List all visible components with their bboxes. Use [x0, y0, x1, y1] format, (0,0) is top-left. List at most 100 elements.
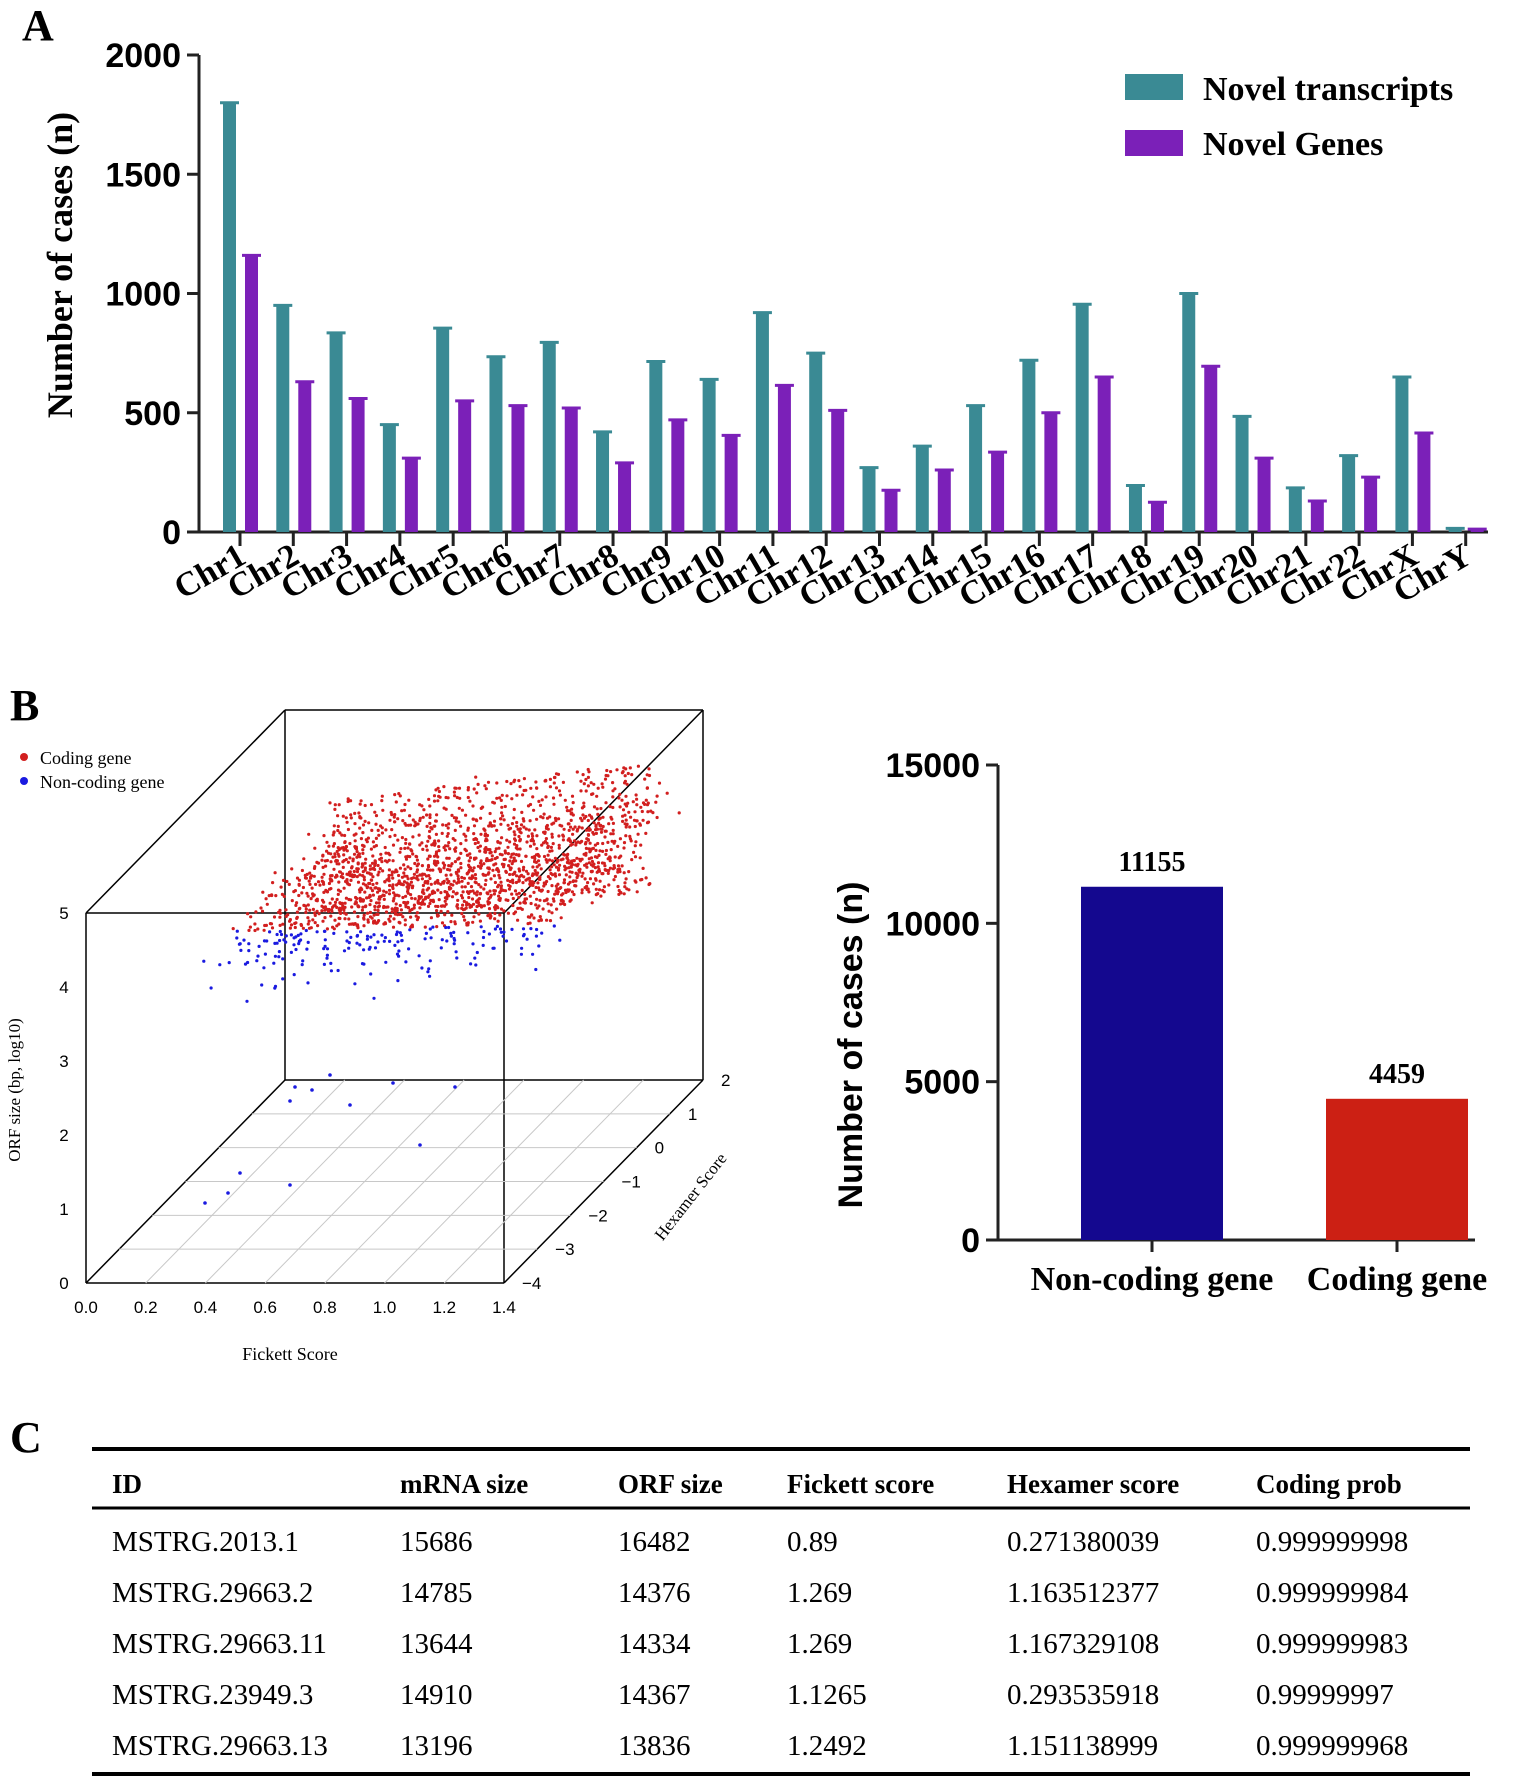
scatter3d-point-coding: [499, 907, 504, 911]
scatter3d-point-noncoding: [218, 963, 222, 967]
scatter3d-point-coding: [623, 813, 627, 817]
scatter3d-point-coding: [341, 905, 345, 910]
scatter3d-point-coding: [408, 909, 412, 914]
scatter3d-point-coding: [402, 880, 407, 884]
scatter3d-point-coding: [603, 777, 608, 781]
scatter3d-point-coding: [434, 853, 438, 857]
scatter3d-point-noncoding: [552, 924, 556, 928]
scatter3d-point-coding: [341, 814, 345, 818]
scatter3d-point-coding: [388, 818, 392, 822]
scatter3d-point-coding: [411, 852, 415, 856]
scatter3d-legend: Coding gene Non-coding gene: [20, 748, 164, 792]
scatter3d-point-coding: [604, 773, 608, 778]
scatter3d-point-coding: [554, 874, 558, 878]
scatter3d-point-coding: [362, 878, 366, 882]
scatter3d-point-coding: [398, 903, 402, 908]
scatter3d-point-noncoding: [491, 946, 495, 950]
scatter3d-point-coding: [495, 796, 499, 800]
scatter3d-point-coding: [476, 845, 480, 850]
scatter3d-point-coding: [337, 916, 341, 920]
scatter3d-point-coding: [404, 837, 408, 842]
scatter3d-point-coding: [510, 878, 515, 882]
scatter3d-point-coding: [356, 904, 360, 908]
scatter3d-point-coding: [551, 796, 556, 800]
scatter3d-point-coding: [599, 830, 604, 834]
scatter3d-point-coding: [561, 852, 566, 856]
table-cell: 0.293535918: [1007, 1679, 1159, 1711]
scatter3d-point-coding: [618, 837, 623, 841]
scatter3d-point-coding: [486, 914, 490, 918]
scatter3d-point-coding: [543, 830, 547, 834]
scatter3d-point-coding: [309, 926, 313, 930]
scatter3d-point-coding: [498, 876, 502, 880]
scatter3d-point-coding: [589, 781, 593, 785]
scatter3d-point-coding: [390, 828, 394, 832]
scatter3d-point-coding: [418, 873, 422, 877]
scatter3d-point-coding: [454, 819, 458, 823]
scatter3d-point-coding: [594, 848, 598, 853]
scatter3d-point-coding: [552, 899, 556, 903]
scatter3d-point-coding: [583, 842, 588, 846]
scatter3d-point-coding: [380, 799, 384, 803]
scatter3d-point-noncoding: [329, 969, 333, 973]
scatter3d-point-coding: [281, 922, 285, 926]
scatter3d-point-coding: [401, 819, 405, 823]
scatter3d-point-coding: [412, 872, 416, 876]
scatter3d-point-coding: [593, 855, 598, 859]
scatter3d-point-coding: [585, 828, 589, 832]
scatter3d-point-coding: [343, 840, 347, 845]
scatter3d-point-coding: [639, 805, 643, 809]
scatter3d-point-noncoding: [289, 933, 293, 937]
scatter3d-point-coding: [406, 906, 411, 910]
scatter3d-point-coding: [610, 817, 614, 821]
scatter3d-point-coding: [271, 881, 275, 885]
scatter3d-point-coding: [393, 833, 397, 838]
scatter3d-point-coding: [620, 798, 624, 802]
scatter3d-point-coding: [402, 863, 406, 867]
scatter3d-point-coding: [641, 866, 645, 871]
panel-b-bar-x-tick-label: Non-coding gene: [1031, 1261, 1274, 1298]
scatter3d-point-coding: [363, 905, 368, 909]
scatter3d-point-coding: [391, 876, 395, 880]
scatter3d-point-coding: [559, 898, 563, 903]
scatter3d-point-coding: [403, 874, 407, 878]
scatter3d-point-coding: [298, 906, 302, 910]
scatter3d-point-coding: [561, 780, 566, 785]
scatter3d-point-coding: [618, 805, 622, 809]
scatter3d-point-coding: [393, 793, 397, 797]
scatter3d-point-coding: [505, 779, 509, 784]
scatter3d-point-coding: [268, 922, 272, 926]
scatter3d-point-noncoding: [394, 932, 399, 937]
scatter3d-point-coding: [403, 846, 407, 851]
scatter3d-point-coding: [569, 825, 573, 829]
scatter3d-point-noncoding: [481, 943, 485, 948]
scatter3d-point-noncoding: [306, 981, 310, 985]
scatter3d-point-coding: [575, 856, 579, 860]
scatter3d-point-coding: [517, 875, 522, 879]
scatter3d-point-noncoding: [428, 959, 432, 963]
scatter3d-point-noncoding: [322, 929, 327, 934]
scatter3d-point-coding: [638, 822, 642, 826]
scatter3d-point-coding: [333, 852, 337, 856]
scatter3d-point-coding: [393, 894, 397, 898]
scatter3d-point-coding: [466, 881, 470, 886]
scatter3d-point-noncoding: [404, 960, 408, 964]
scatter3d-point-coding: [523, 892, 527, 897]
scatter3d-point-coding: [476, 864, 480, 868]
scatter3d-point-coding: [306, 916, 310, 920]
scatter3d-point-coding: [574, 863, 578, 867]
scatter3d-point-coding: [374, 822, 378, 826]
scatter3d-point-coding: [569, 898, 573, 902]
scatter3d-point-noncoding: [427, 967, 431, 971]
scatter3d-point-coding: [597, 888, 602, 892]
bar-novel-genes: [831, 410, 845, 532]
scatter3d-point-coding: [607, 822, 611, 826]
bar-novel-genes: [884, 490, 898, 532]
scatter3d-point-coding: [522, 825, 526, 829]
scatter3d-point-noncoding: [407, 947, 411, 951]
scatter3d-point-coding: [540, 843, 544, 847]
scatter3d-y-tick-label: −4: [522, 1274, 541, 1293]
scatter3d-point-coding: [511, 896, 515, 901]
scatter3d-point-coding: [512, 816, 516, 820]
scatter3d-point-coding: [515, 844, 519, 848]
